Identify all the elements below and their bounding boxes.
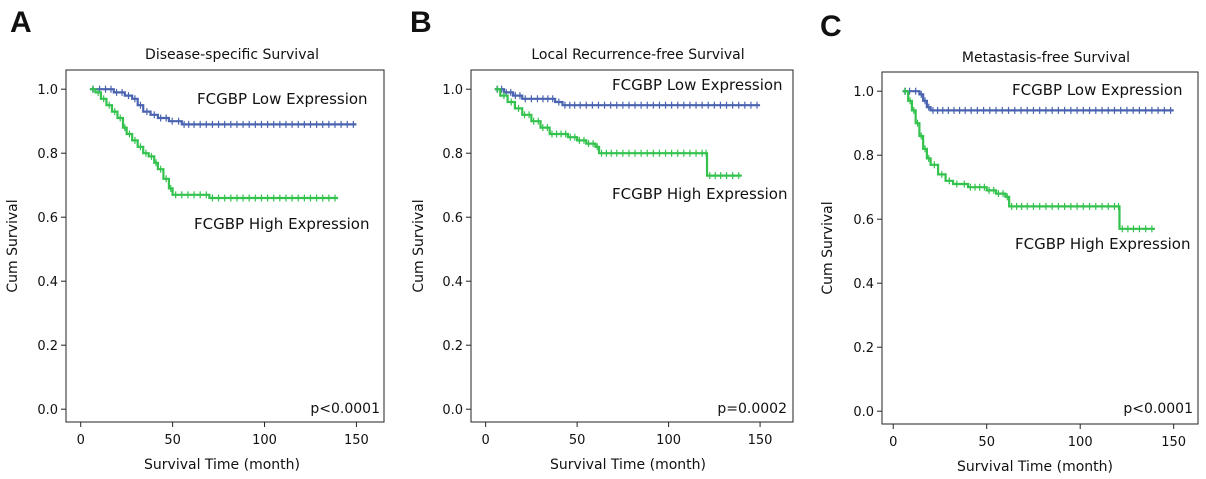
low-expression-label: FCGBP Low Expression [612, 76, 783, 94]
high-expression-curve [902, 90, 1155, 230]
y-tick-label: 0.4 [37, 275, 58, 290]
x-tick-label: 100 [656, 433, 681, 448]
y-tick-label: 0.8 [853, 149, 874, 164]
y-tick-label: 0.6 [853, 213, 874, 228]
x-tick-label: 100 [1068, 435, 1093, 450]
panel-letter: C [820, 10, 842, 43]
x-tick-label: 150 [1161, 435, 1186, 450]
low-expression-curve [89, 88, 357, 126]
x-tick-label: 50 [569, 433, 586, 448]
x-tick-label: 50 [978, 435, 995, 450]
y-tick-label: 0.0 [37, 403, 58, 418]
y-tick-label: 0.2 [442, 339, 463, 354]
axis-ticks [877, 90, 1175, 429]
high-expression-label: FCGBP High Expression [1015, 235, 1191, 253]
p-value: p<0.0001 [1123, 401, 1193, 417]
y-tick-label: 0.2 [853, 341, 874, 356]
plot-frame [65, 69, 385, 423]
plot-frame [881, 71, 1199, 425]
y-tick-label: 0.4 [442, 275, 463, 290]
axis-ticks [466, 88, 761, 427]
panel-letter: A [10, 6, 32, 39]
y-tick-labels: 0.0 0.2 0.4 0.6 0.8 1.0 [37, 83, 58, 418]
high-expression-curve [494, 88, 742, 177]
y-tick-label: 0.2 [37, 339, 58, 354]
axis-ticks [61, 88, 357, 427]
low-expression-curve [902, 90, 1174, 112]
x-tick-label: 150 [344, 433, 369, 448]
y-tick-labels: 0.0 0.2 0.4 0.6 0.8 1.0 [442, 83, 463, 418]
x-tick-label: 0 [481, 433, 489, 448]
x-axis-label: Survival Time (month) [957, 459, 1113, 475]
survival-curves [89, 85, 357, 202]
y-axis-label: Cum Survival [820, 201, 836, 294]
y-tick-label: 1.0 [853, 85, 874, 100]
y-tick-label: 1.0 [442, 83, 463, 98]
low-expression-curve [494, 88, 761, 107]
y-tick-label: 0.8 [442, 147, 463, 162]
y-tick-label: 0.4 [853, 277, 874, 292]
x-tick-label: 100 [252, 433, 277, 448]
p-value: p=0.0002 [717, 401, 787, 417]
panel-a: A Disease-specific Survival 0 50 100 150… [5, 6, 385, 473]
x-tick-label: 150 [748, 433, 773, 448]
y-tick-label: 0.6 [442, 211, 463, 226]
x-tick-labels: 0 50 100 150 [889, 435, 1186, 450]
panel-b: B Local Recurrence-free Survival 0 50 10… [410, 6, 794, 473]
survival-curves [494, 85, 761, 180]
y-tick-labels: 0.0 0.2 0.4 0.6 0.8 1.0 [853, 85, 874, 420]
y-tick-label: 1.0 [37, 83, 58, 98]
x-tick-label: 0 [77, 433, 85, 448]
x-tick-label: 0 [889, 435, 897, 450]
high-expression-label: FCGBP High Expression [194, 215, 370, 233]
y-axis-label: Cum Survival [5, 199, 21, 292]
x-tick-labels: 0 50 100 150 [481, 433, 772, 448]
y-tick-label: 0.0 [442, 403, 463, 418]
x-tick-labels: 0 50 100 150 [77, 433, 369, 448]
panel-letter: B [410, 6, 432, 39]
chart-title: Local Recurrence-free Survival [531, 47, 744, 63]
x-axis-label: Survival Time (month) [550, 457, 706, 473]
p-value: p<0.0001 [310, 401, 380, 417]
chart-title: Metastasis-free Survival [962, 50, 1130, 66]
panel-c: C Metastasis-free Survival 0 50 100 150 … [820, 10, 1199, 475]
x-tick-label: 50 [164, 433, 181, 448]
survival-curves [902, 87, 1174, 233]
high-expression-label: FCGBP High Expression [612, 185, 788, 203]
low-expression-label: FCGBP Low Expression [197, 90, 368, 108]
low-expression-label: FCGBP Low Expression [1012, 81, 1183, 99]
y-tick-label: 0.8 [37, 147, 58, 162]
y-tick-label: 0.0 [853, 405, 874, 420]
chart-title: Disease-specific Survival [145, 47, 319, 63]
x-axis-label: Survival Time (month) [144, 457, 300, 473]
plot-frame [470, 69, 794, 423]
y-axis-label: Cum Survival [411, 199, 427, 292]
y-tick-label: 0.6 [37, 211, 58, 226]
